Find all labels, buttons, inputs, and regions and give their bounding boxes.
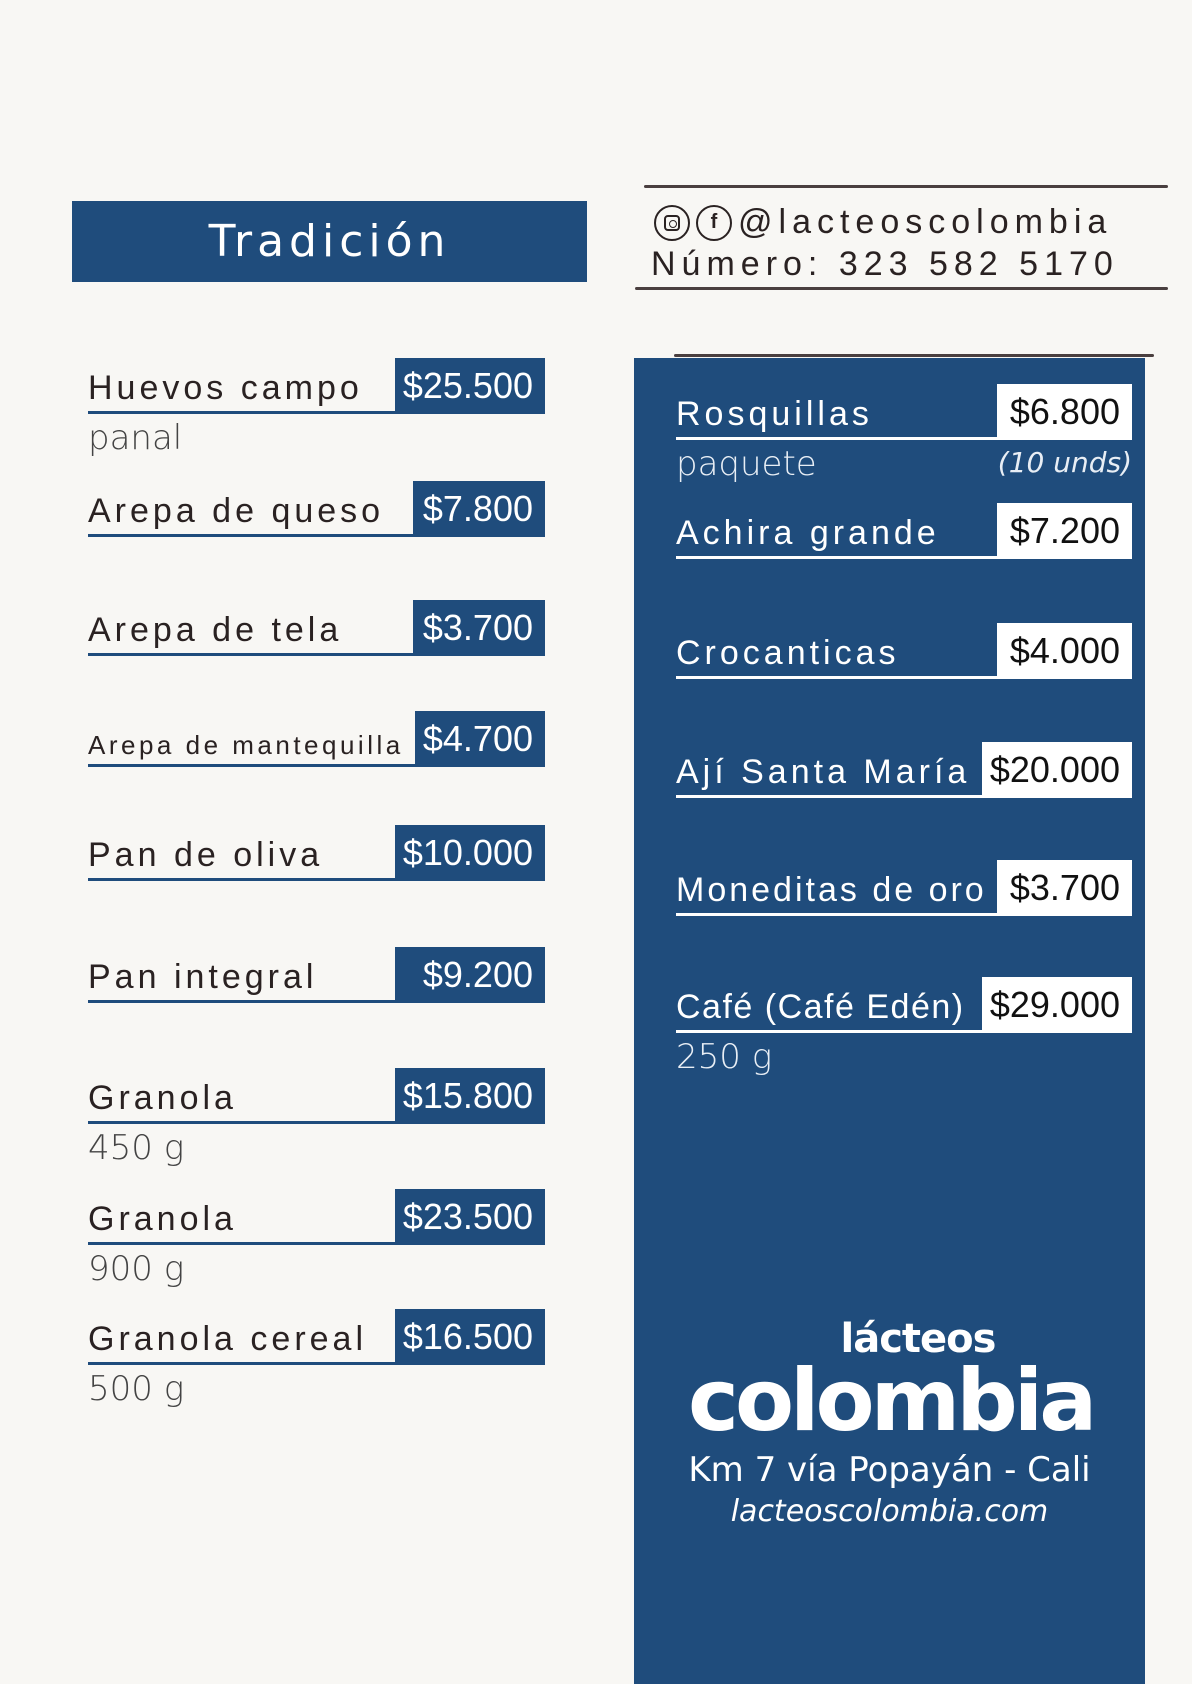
menu-item: Arepa de tela $3.700: [88, 600, 545, 656]
item-underline: [88, 1242, 545, 1245]
item-underline: [88, 764, 545, 767]
facebook-icon[interactable]: f: [696, 204, 732, 241]
item-underline: [88, 878, 545, 881]
logo-text-top: lácteos: [840, 1316, 997, 1362]
item-underline: [88, 653, 545, 656]
item-price: $7.800: [413, 481, 545, 537]
item-price: $10.000: [395, 825, 545, 881]
item-name: Café (Café Edén): [676, 988, 965, 1026]
item-name: Arepa de mantequilla: [88, 730, 404, 760]
item-name: Rosquillas: [676, 395, 873, 433]
item-price: $20.000: [982, 742, 1132, 798]
item-detail: 500 g: [88, 1369, 185, 1409]
item-detail: 900 g: [88, 1249, 185, 1289]
address: Km 7 vía Popayán - Cali: [688, 1450, 1091, 1490]
menu-item: Pan de oliva $10.000: [88, 825, 545, 881]
item-price: $6.800: [997, 384, 1132, 440]
menu-item: Huevos campo $25.500 panal: [88, 358, 545, 458]
item-name: Ají Santa María: [676, 753, 971, 791]
item-name: Achira grande: [676, 514, 940, 552]
item-underline: [88, 1362, 545, 1365]
menu-item: Granola $15.800 450 g: [88, 1068, 545, 1168]
menu-item: Granola $23.500 900 g: [88, 1189, 545, 1289]
item-price: $4.700: [415, 711, 545, 767]
item-underline: [88, 1121, 545, 1124]
item-price: $7.200: [997, 503, 1132, 559]
menu-item: Arepa de queso $7.800: [88, 481, 545, 537]
item-price: $3.700: [413, 600, 545, 656]
item-name: Granola: [88, 1200, 237, 1238]
item-name: Arepa de queso: [88, 492, 385, 530]
menu-item: Ají Santa María $20.000: [676, 742, 1132, 798]
item-detail: panal: [88, 418, 183, 458]
item-price: $3.700: [997, 860, 1132, 916]
item-underline: [676, 795, 1132, 798]
item-price: $15.800: [395, 1068, 545, 1124]
item-detail: 250 g: [676, 1037, 773, 1077]
item-underline: [88, 1000, 545, 1003]
item-note: (10 unds): [997, 446, 1132, 479]
divider: [635, 287, 1168, 290]
item-name: Moneditas de oro: [676, 871, 987, 909]
item-price: $16.500: [395, 1309, 545, 1365]
item-price: $9.200: [395, 947, 545, 1003]
menu-item: Granola cereal $16.500 500 g: [88, 1309, 545, 1409]
item-name: Pan de oliva: [88, 836, 324, 874]
logo-text-main: colombia: [688, 1351, 1097, 1451]
menu-item: Crocanticas $4.000: [676, 623, 1132, 679]
item-name: Crocanticas: [676, 634, 900, 672]
brand-logo: lácteos colombia: [688, 1316, 1097, 1451]
brush-divider: [644, 185, 1168, 188]
instagram-icon[interactable]: [654, 204, 690, 241]
item-underline: [676, 556, 1132, 559]
item-name: Pan integral: [88, 958, 318, 996]
item-detail: paquete: [676, 444, 817, 484]
item-price: $23.500: [395, 1189, 545, 1245]
brush-divider: [674, 354, 1154, 357]
item-price: $25.500: [395, 358, 545, 414]
item-underline: [88, 534, 545, 537]
item-underline: [676, 437, 1132, 440]
menu-item: Pan integral $9.200: [88, 947, 545, 1003]
item-detail: 450 g: [88, 1128, 185, 1168]
menu-item: Moneditas de oro $3.700: [676, 860, 1132, 916]
item-underline: [676, 676, 1132, 679]
menu-item: Rosquillas $6.800 paquete (10 unds): [676, 384, 1132, 484]
menu-item: Arepa de mantequilla $4.700: [88, 711, 545, 767]
item-price: $29.000: [982, 977, 1132, 1033]
menu-item: Café (Café Edén) $29.000 250 g: [676, 977, 1132, 1077]
item-name: Huevos campo: [88, 369, 363, 407]
item-name: Arepa de tela: [88, 611, 343, 649]
website-link[interactable]: lacteoscolombia.com: [730, 1494, 1049, 1529]
item-underline: [88, 411, 545, 414]
item-underline: [676, 913, 1132, 916]
item-name: Granola cereal: [88, 1320, 368, 1358]
item-underline: [676, 1030, 1132, 1033]
social-handle: @lacteoscolombia: [738, 203, 1113, 241]
phone-number: Número: 323 582 5170: [651, 245, 1119, 283]
item-price: $4.000: [997, 623, 1132, 679]
item-name: Granola: [88, 1079, 237, 1117]
section-title: Tradición: [72, 201, 587, 282]
menu-item: Achira grande $7.200: [676, 503, 1132, 559]
